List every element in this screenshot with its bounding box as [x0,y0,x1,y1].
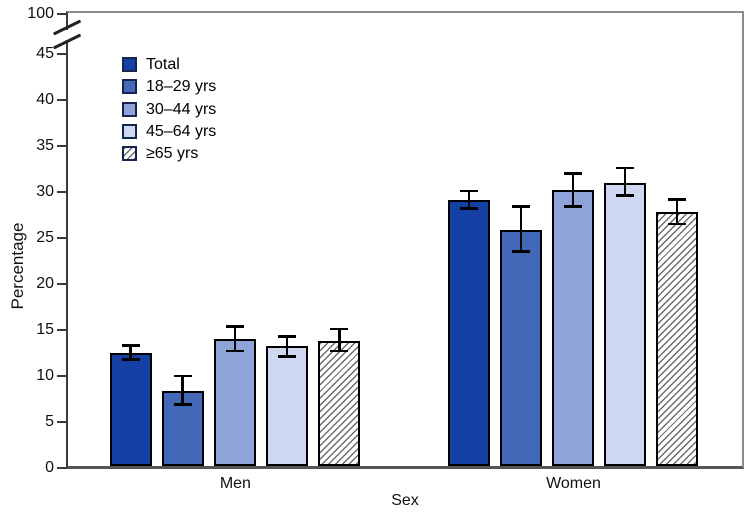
error-bar-men-total [129,345,132,360]
error-bar-women-65-yrs [675,199,679,224]
y-tick [57,236,67,239]
legend-label: Total [146,56,180,73]
error-cap-low [225,349,244,353]
y-tick [57,12,67,15]
legend-label: 30–44 yrs [146,100,217,118]
y-tick-label: 40 [36,90,54,108]
x-axis-title: Sex [391,492,419,509]
error-bar-women-30-44-yrs [571,173,575,207]
x-category-label-women: Women [546,475,601,492]
error-cap-high [278,335,297,338]
bar-men-30-44-yrs [213,339,256,466]
error-bar-women-45-64-yrs [623,167,627,196]
y-tick [57,190,67,193]
y-tick-label: 100 [27,4,54,22]
y-tick [57,144,67,147]
plot-area [66,11,744,469]
legend: Total 18–29 yrs 30–44 yrs 45–64 yrs ≥65 yrs [122,57,216,168]
error-cap-high [225,324,244,328]
x-category-label-men: Men [219,475,251,492]
error-cap-low [564,205,582,208]
y-tick [57,374,67,377]
legend-item-18-29-yrs: 18–29 yrs [122,78,217,96]
bar-women-30-44-yrs [552,190,594,466]
error-cap-high [564,172,582,175]
error-cap-low [121,358,140,361]
y-tick [57,466,67,469]
bar-women-18-29-yrs [500,229,542,466]
y-tick [57,98,67,101]
y-tick-label: 10 [36,366,54,384]
error-cap-high [616,166,634,170]
error-bar-men-18-29-yrs [181,375,184,405]
error-bar-men-30-44-yrs [233,326,237,351]
y-tick-label: 25 [36,228,54,246]
bar-women-65-yrs [656,212,698,466]
legend-item-total: Total [122,56,216,73]
y-tick [57,282,67,285]
error-cap-high [668,197,686,201]
y-tick-label: 30 [36,182,54,200]
y-tick-label: 0 [45,458,54,476]
y-tick-label: 20 [36,274,54,292]
bar-women-45-64-yrs [604,182,646,466]
legend-item-45-64-yrs: 45–64 yrs [122,122,217,140]
legend-swatch-icon [122,146,137,162]
legend-label: 18–29 yrs [146,78,217,96]
y-tick-label: 5 [45,412,54,430]
bar-women-total [448,200,490,466]
legend-swatch-icon [122,79,137,95]
error-cap-low [512,250,530,253]
error-bar-men-65-yrs [338,328,341,351]
legend-swatch-icon [122,57,137,72]
error-bar-women-18-29-yrs [519,206,523,252]
y-axis-title: Percentage [8,222,27,310]
error-cap-low [668,222,686,226]
legend-item-65-yrs: ≥65 yrs [122,145,216,163]
legend-swatch-icon [122,123,137,139]
legend-item-30-44-yrs: 30–44 yrs [122,100,217,118]
y-tick-label: 35 [36,136,54,154]
error-cap-high [460,189,478,193]
axis-break-mask [65,29,70,40]
error-cap-high [173,374,192,378]
error-cap-high [512,205,530,208]
error-cap-high [330,327,349,331]
error-cap-low [460,207,478,210]
error-cap-low [616,194,634,197]
bar-men-total [109,352,152,466]
legend-swatch-icon [122,101,137,117]
error-cap-low [173,403,192,406]
error-bar-women-total [467,190,471,209]
y-tick-label: 15 [36,320,54,338]
y-tick [57,420,67,423]
y-tick [57,52,67,55]
y-tick-label: 45 [36,44,54,62]
error-cap-low [330,349,349,353]
bar-men-45-64-yrs [266,346,309,466]
y-tick [57,328,67,331]
error-bar-men-45-64-yrs [285,336,289,357]
legend-label: 45–64 yrs [146,122,217,140]
error-cap-low [278,355,297,358]
legend-label: ≥65 yrs [146,145,199,163]
error-cap-high [121,344,140,347]
bar-men-65-yrs [318,340,361,466]
